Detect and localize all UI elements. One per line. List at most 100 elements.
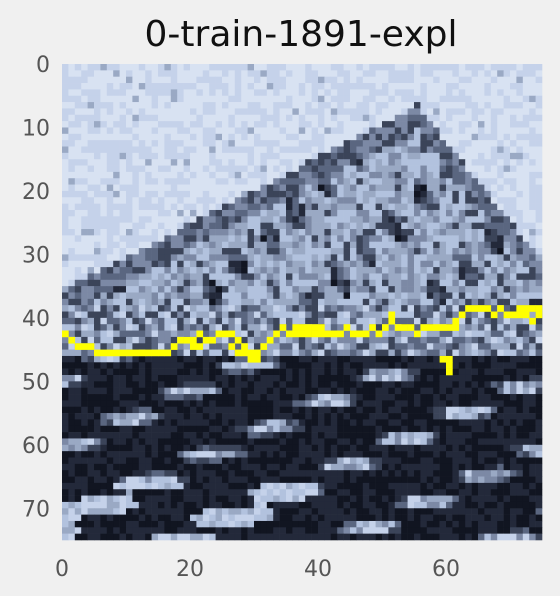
image-pixel <box>222 133 229 141</box>
image-pixel <box>158 476 165 484</box>
image-pixel <box>433 470 440 477</box>
image-pixel <box>145 324 152 331</box>
image-pixel <box>330 267 338 274</box>
image-pixel <box>234 102 242 109</box>
image-pixel <box>478 444 485 452</box>
image-pixel <box>337 457 344 465</box>
image-pixel <box>510 267 517 274</box>
image-pixel <box>215 362 223 369</box>
image-pixel <box>401 102 408 109</box>
image-pixel <box>62 394 69 401</box>
image-pixel <box>106 190 114 198</box>
image-pixel <box>420 387 428 395</box>
image-pixel <box>382 336 389 344</box>
image-pixel <box>119 432 127 439</box>
image-pixel <box>215 279 223 287</box>
image-pixel <box>439 292 447 300</box>
image-pixel <box>68 108 76 116</box>
image-pixel <box>407 260 415 268</box>
image-pixel <box>100 197 108 204</box>
image-pixel <box>305 222 312 230</box>
image-pixel <box>151 457 159 465</box>
image-pixel <box>145 279 152 287</box>
image-pixel <box>260 159 268 166</box>
image-pixel <box>106 171 114 179</box>
image-pixel <box>119 482 127 490</box>
image-pixel <box>286 70 293 77</box>
image-pixel <box>164 470 172 477</box>
image-pixel <box>247 267 255 274</box>
image-pixel <box>164 190 172 198</box>
image-pixel <box>68 451 76 458</box>
image-pixel <box>266 273 274 281</box>
image-pixel <box>87 222 95 230</box>
image-pixel <box>228 184 236 192</box>
image-pixel <box>87 209 95 217</box>
image-pixel <box>158 311 165 319</box>
image-pixel <box>202 64 210 71</box>
image-pixel <box>414 476 421 484</box>
image-pixel <box>228 267 236 274</box>
image-pixel <box>478 235 485 243</box>
image-pixel <box>74 127 82 135</box>
image-pixel <box>362 267 370 274</box>
image-pixel <box>535 324 543 331</box>
image-pixel <box>350 102 357 109</box>
image-pixel <box>382 152 389 160</box>
image-pixel <box>382 374 389 382</box>
image-pixel <box>209 260 216 268</box>
image-pixel <box>222 444 229 452</box>
image-pixel <box>106 95 114 103</box>
image-pixel <box>228 406 236 414</box>
image-pixel <box>183 146 191 154</box>
image-pixel <box>202 432 210 439</box>
image-pixel <box>247 229 255 236</box>
image-pixel <box>62 432 69 439</box>
image-pixel <box>401 229 408 236</box>
image-pixel <box>126 330 133 338</box>
image-pixel <box>356 451 364 458</box>
image-pixel <box>535 89 543 97</box>
image-pixel <box>516 89 524 97</box>
image-pixel <box>510 305 517 312</box>
image-pixel <box>279 165 287 173</box>
image-pixel <box>478 317 485 325</box>
image-pixel <box>337 203 344 211</box>
image-pixel <box>382 248 389 255</box>
image-pixel <box>177 292 184 300</box>
image-pixel <box>401 165 408 173</box>
image-pixel <box>510 178 517 185</box>
image-pixel <box>68 362 76 369</box>
image-pixel <box>164 457 172 465</box>
image-pixel <box>433 216 440 223</box>
image-pixel <box>145 400 152 408</box>
image-pixel <box>330 70 338 77</box>
image-pixel <box>177 400 184 408</box>
image-pixel <box>241 216 248 223</box>
image-pixel <box>254 248 261 255</box>
image-pixel <box>138 482 146 490</box>
image-pixel <box>100 102 108 109</box>
image-pixel <box>350 165 357 173</box>
image-pixel <box>138 336 146 344</box>
image-pixel <box>382 292 389 300</box>
image-pixel <box>490 216 498 223</box>
image-pixel <box>145 413 152 420</box>
image-pixel <box>510 64 517 71</box>
image-pixel <box>273 374 280 382</box>
image-pixel <box>510 349 517 357</box>
image-pixel <box>356 279 364 287</box>
image-pixel <box>196 76 204 84</box>
image-pixel <box>177 463 184 471</box>
image-pixel <box>426 438 434 446</box>
image-pixel <box>388 178 396 185</box>
image-pixel <box>138 330 146 338</box>
image-pixel <box>286 203 293 211</box>
image-pixel <box>234 76 242 84</box>
image-pixel <box>490 95 498 103</box>
image-pixel <box>420 425 428 433</box>
image-pixel <box>362 216 370 223</box>
image-pixel <box>222 248 229 255</box>
image-pixel <box>62 305 69 312</box>
image-pixel <box>330 355 338 363</box>
